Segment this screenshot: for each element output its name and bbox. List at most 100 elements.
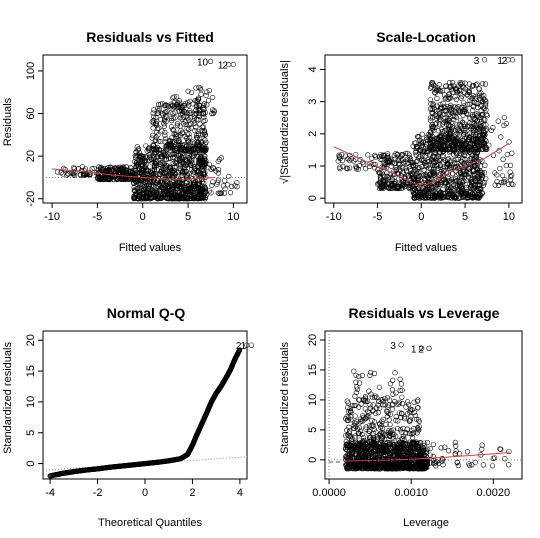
data-point [216, 156, 223, 162]
data-point [458, 81, 464, 88]
data-point [206, 188, 213, 194]
data-point [103, 168, 109, 174]
data-point [353, 163, 359, 170]
data-point [208, 166, 214, 172]
data-point [116, 169, 122, 175]
data-point [155, 171, 161, 178]
data-point [337, 164, 343, 170]
data-point [423, 173, 430, 179]
data-point [132, 159, 138, 165]
data-point [186, 131, 192, 137]
data-point [210, 179, 216, 185]
data-point [61, 165, 67, 171]
data-point [428, 84, 435, 90]
data-point [406, 154, 412, 161]
data-point [428, 115, 434, 121]
data-point [153, 129, 160, 135]
data-point [509, 150, 515, 156]
data-point [453, 128, 459, 134]
data-point [463, 169, 470, 175]
point-label: 2 [418, 344, 424, 355]
data-point [163, 144, 169, 150]
data-point [475, 126, 482, 132]
data-point [196, 102, 202, 108]
data-point [174, 123, 180, 129]
data-point [155, 153, 161, 159]
data-point [390, 391, 396, 397]
data-point [343, 165, 350, 171]
data-point [184, 110, 190, 116]
x-tick-label: 10 [227, 211, 239, 223]
data-point [506, 139, 512, 145]
data-point [429, 109, 435, 116]
data-point [506, 462, 512, 468]
data-point [400, 152, 406, 158]
data-point [427, 129, 433, 135]
data-point [151, 142, 157, 148]
data-point [179, 116, 185, 122]
data-point [451, 83, 457, 89]
data-point [467, 101, 473, 107]
data-point [158, 195, 165, 201]
data-point [147, 176, 153, 182]
data-point [165, 191, 171, 197]
point-label: 10 [197, 57, 209, 68]
data-point [453, 114, 459, 120]
data-point [385, 176, 391, 182]
data-point [454, 105, 460, 111]
data-point [146, 188, 152, 195]
data-point [159, 154, 166, 160]
y-tick-label: 4 [307, 66, 319, 72]
data-point [72, 169, 78, 176]
data-point [483, 103, 489, 109]
data-point [170, 138, 176, 144]
data-point [183, 121, 189, 127]
plot-frame [42, 330, 248, 480]
data-point [135, 146, 142, 152]
x-axis-label: Fitted values [119, 242, 182, 254]
data-point [208, 190, 214, 196]
data-point [347, 165, 353, 171]
data-point [469, 179, 475, 185]
point-label: 1 [218, 61, 224, 72]
data-point [193, 141, 200, 147]
data-point [176, 145, 183, 151]
data-point [498, 134, 504, 140]
x-tick-label: -2 [93, 487, 103, 499]
data-point [177, 165, 183, 171]
data-point [175, 105, 181, 111]
data-point [134, 178, 141, 184]
data-point [424, 136, 430, 143]
data-point [153, 121, 159, 127]
data-point [480, 462, 486, 468]
data-point [461, 108, 468, 115]
data-point [136, 180, 142, 186]
data-point [398, 157, 404, 164]
data-point [201, 104, 207, 111]
x-axis-label: Fitted values [395, 242, 458, 254]
data-point [428, 81, 435, 87]
data-point [453, 156, 459, 163]
y-tick-label: -20 [25, 191, 37, 207]
data-point [150, 113, 157, 120]
data-point [510, 182, 516, 188]
data-point [174, 193, 180, 199]
data-point [441, 193, 447, 199]
data-point [143, 143, 149, 149]
y-tick-label: 20 [25, 150, 37, 162]
data-point [495, 118, 501, 124]
data-point [410, 143, 416, 149]
data-point [178, 181, 184, 187]
data-point [460, 181, 466, 187]
data-point [385, 159, 391, 165]
data-point [71, 164, 77, 171]
data-point [156, 187, 162, 194]
data-point [167, 110, 174, 116]
data-point [369, 155, 375, 161]
data-point [144, 175, 150, 181]
data-point [403, 150, 409, 156]
data-point [480, 131, 486, 138]
data-point [182, 133, 188, 140]
data-point [375, 167, 381, 173]
data-point [209, 182, 215, 189]
